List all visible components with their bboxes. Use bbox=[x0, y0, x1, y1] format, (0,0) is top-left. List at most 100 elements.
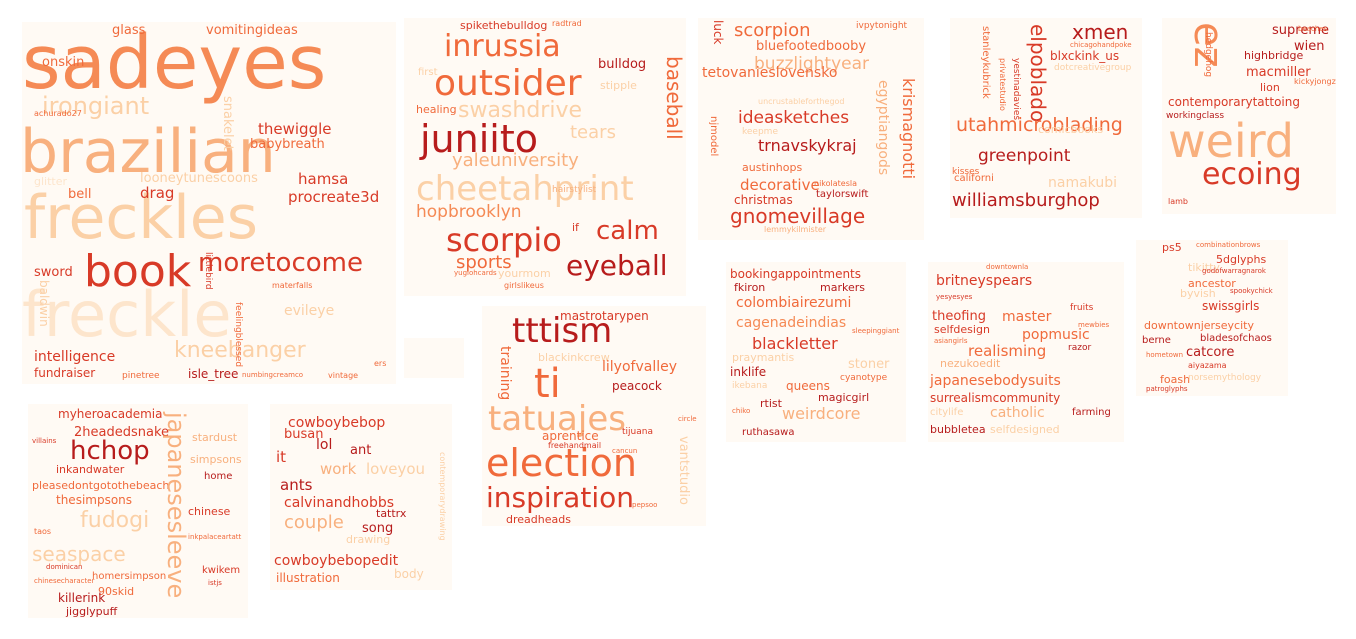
word: if bbox=[572, 221, 579, 234]
word: ruthasawa bbox=[742, 427, 795, 438]
word: hairstylist bbox=[552, 185, 597, 195]
word: gnomevillage bbox=[730, 204, 866, 228]
word: vomitingideas bbox=[206, 23, 298, 38]
word: taos bbox=[34, 527, 52, 536]
word: elpoblado bbox=[1026, 24, 1050, 123]
word: comicbooks bbox=[1038, 123, 1104, 136]
word: aiyazama bbox=[1188, 361, 1227, 370]
word: nezukoedit bbox=[940, 357, 1001, 370]
word: freckle bbox=[22, 278, 232, 351]
word: fudogi bbox=[80, 508, 150, 533]
word: blackletter bbox=[752, 334, 838, 353]
word: thewiggle bbox=[258, 120, 332, 138]
word: achurado27 bbox=[34, 109, 82, 118]
word: swissgirls bbox=[1202, 299, 1260, 313]
word: lamb bbox=[1168, 197, 1188, 206]
word: magicgirl bbox=[818, 391, 870, 404]
word: chiko bbox=[732, 407, 751, 415]
word: sword bbox=[34, 265, 73, 280]
word: outsider bbox=[434, 63, 582, 104]
word: irongiant bbox=[42, 92, 150, 120]
word: cagenadeindias bbox=[736, 315, 847, 331]
word: inkandwater bbox=[56, 463, 125, 476]
word: 5dglyphs bbox=[1216, 253, 1267, 266]
word: foash bbox=[1160, 373, 1191, 386]
word: ikebana bbox=[732, 381, 768, 391]
word: tetovanieslovensko bbox=[702, 65, 838, 81]
word: keepme bbox=[742, 127, 778, 137]
word: eyeball bbox=[566, 249, 668, 282]
word: fkiron bbox=[734, 281, 766, 294]
word: decorative bbox=[740, 176, 820, 194]
word: beaches bbox=[1298, 25, 1328, 33]
word: njmodel bbox=[708, 116, 719, 157]
word: isle_tree bbox=[188, 367, 239, 381]
word: inspiration bbox=[486, 481, 634, 514]
word: popmusic bbox=[1022, 327, 1090, 343]
word: pinetree bbox=[122, 371, 160, 381]
word: namakubi bbox=[1048, 175, 1117, 191]
word: aprentice bbox=[542, 429, 599, 443]
word: rtist bbox=[760, 397, 782, 410]
word-cloud-8: ps5 5dglyphs combinationbrows tikitty go… bbox=[1136, 240, 1288, 396]
word: song bbox=[362, 521, 394, 536]
word: body bbox=[394, 567, 424, 581]
word: circle bbox=[678, 415, 697, 423]
word: ants bbox=[280, 476, 313, 494]
word: materfalls bbox=[272, 281, 313, 290]
word: catcore bbox=[1186, 345, 1235, 360]
word: dotcreativegroup bbox=[1054, 63, 1132, 73]
word: spookychick bbox=[1230, 287, 1273, 295]
word: kisses bbox=[952, 167, 980, 177]
word: citylife bbox=[930, 407, 964, 418]
word: drag bbox=[140, 184, 175, 202]
word: swashdrive bbox=[458, 98, 583, 123]
word: bubbletea bbox=[930, 423, 986, 436]
word: praymantis bbox=[732, 351, 795, 364]
word: thesimpsons bbox=[56, 493, 133, 507]
word: spikethebulldog bbox=[460, 19, 548, 32]
word: tikitty bbox=[1188, 261, 1220, 274]
word: contemporarytattoing bbox=[1168, 95, 1300, 109]
word: blackinkcrew bbox=[538, 351, 610, 364]
word: berne bbox=[1142, 335, 1171, 346]
word: markers bbox=[820, 281, 865, 294]
word: peacock bbox=[612, 379, 662, 393]
word: evileye bbox=[284, 303, 335, 319]
word-cloud-11: cowboybebop busan lol ant it work loveyo… bbox=[270, 404, 452, 590]
word: moretocome bbox=[198, 248, 363, 278]
word: uncrustableforthegod bbox=[758, 97, 845, 106]
word-cloud-mini bbox=[404, 338, 464, 378]
word: dominican bbox=[46, 563, 83, 571]
word: realisming bbox=[968, 342, 1047, 360]
word: tattrx bbox=[376, 507, 407, 520]
word: ivpytonight bbox=[856, 21, 908, 31]
word: healing bbox=[416, 103, 457, 116]
word: 90skid bbox=[98, 585, 135, 598]
word: feelingblessed bbox=[233, 302, 243, 368]
word: japanesebodysuits bbox=[930, 373, 1061, 389]
word: patroglyphs bbox=[1146, 385, 1188, 393]
word: cowboybebopedit bbox=[274, 553, 399, 569]
word: californi bbox=[954, 173, 994, 184]
word: blxckink_us bbox=[1050, 49, 1120, 63]
word: villains bbox=[32, 437, 57, 445]
word: trnavskykraj bbox=[758, 136, 857, 155]
word: surrealismcommunity bbox=[930, 391, 1061, 405]
word: baldwin bbox=[37, 280, 51, 327]
word: stanleykubrick bbox=[980, 26, 991, 99]
word-cloud-1: sadeyes brazilian freckles freckle book … bbox=[22, 22, 396, 384]
word: lion bbox=[1260, 81, 1280, 94]
word: bluefootedbooby bbox=[756, 39, 867, 54]
word: busan bbox=[284, 427, 324, 442]
word: baseball bbox=[662, 56, 686, 140]
word: bladesofchaos bbox=[1200, 333, 1272, 344]
word: selfdesigned bbox=[990, 423, 1060, 436]
word: inkpalaceartatt bbox=[188, 533, 242, 541]
word: calm bbox=[596, 216, 659, 246]
word: tttism bbox=[512, 311, 613, 351]
word: razor bbox=[1068, 343, 1092, 353]
word: lemmykilmister bbox=[764, 225, 827, 234]
word: krismagnotti bbox=[899, 78, 918, 180]
word: hchop bbox=[70, 436, 150, 466]
